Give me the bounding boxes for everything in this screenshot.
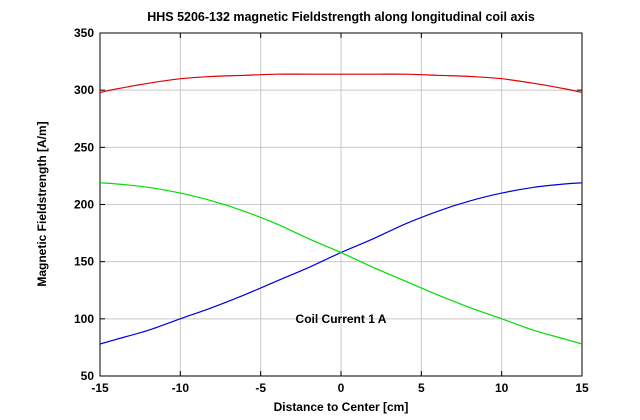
- y-tick-label: 350: [74, 26, 94, 40]
- y-tick-label: 300: [74, 83, 94, 97]
- y-tick-label: 250: [74, 140, 94, 154]
- series-line-3: [99, 182, 583, 345]
- x-axis-label: Distance to Center [cm]: [274, 400, 409, 414]
- y-tick-label: 150: [74, 255, 94, 269]
- x-tick-label: -15: [91, 381, 109, 395]
- y-axis: 50 100 150 200 250 300 350: [74, 26, 582, 383]
- series-line-1: [99, 73, 583, 94]
- x-tick-label: -5: [255, 381, 266, 395]
- x-tick-label: 10: [495, 381, 509, 395]
- y-tick-label: 100: [74, 312, 94, 326]
- x-tick-label: 15: [575, 381, 589, 395]
- chart-title: HHS 5206-132 magnetic Fieldstrength alon…: [147, 10, 535, 24]
- series-layer: [99, 73, 583, 345]
- x-tick-label: 0: [338, 381, 345, 395]
- y-axis-label: Magnetic Fieldstrength [A/m]: [35, 121, 49, 286]
- y-tick-label: 200: [74, 198, 94, 212]
- coil-current-annotation: Coil Current 1 A: [296, 312, 387, 326]
- y-tick-label: 50: [81, 369, 95, 383]
- x-axis: -15 -10 -5 0 5 10 15: [91, 33, 589, 395]
- x-tick-label: -10: [172, 381, 190, 395]
- x-tick-label: 5: [418, 381, 425, 395]
